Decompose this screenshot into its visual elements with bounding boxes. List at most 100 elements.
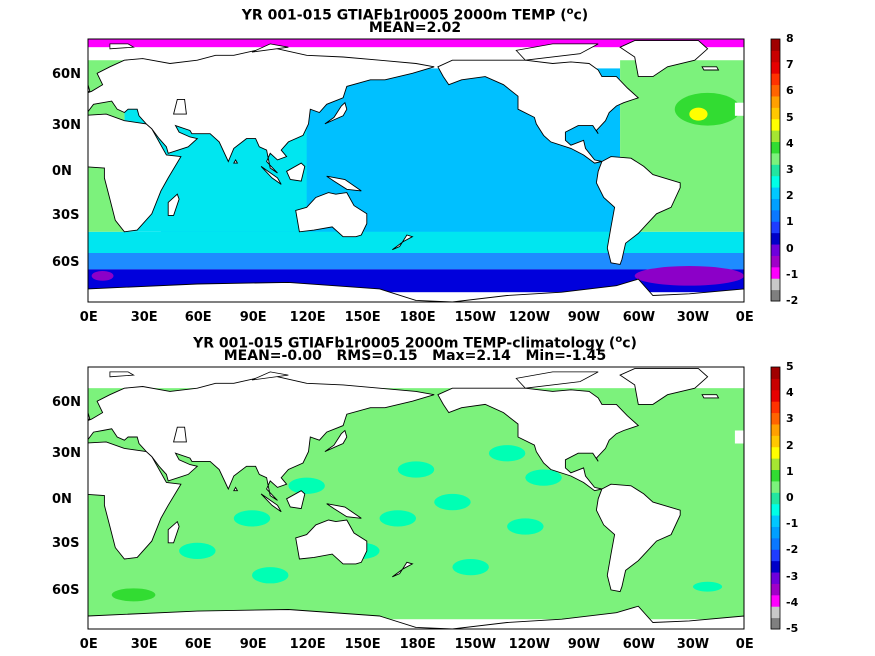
anomaly-cyan-patch (507, 518, 544, 535)
landmass-sumatra (260, 493, 282, 513)
colorbar-swatch (771, 412, 780, 425)
landmass-australia (295, 519, 368, 565)
colorbar-label: 4 (786, 136, 794, 150)
colorbar-swatch (771, 73, 780, 86)
lon-tick-label: 120W (508, 637, 551, 652)
colorbar-swatch (771, 244, 780, 256)
colorbar-swatch (771, 423, 780, 436)
colorbar-2 (770, 366, 781, 630)
colorbar-label: 5 (786, 360, 794, 373)
colorbar-label: 1 (786, 215, 794, 229)
colorbar-swatch (771, 480, 780, 493)
lon-tick-label: 0E (79, 637, 98, 652)
colorbar-swatch (771, 378, 780, 391)
colorbar-frame (770, 38, 781, 302)
colorbar-1 (770, 38, 781, 302)
colorbar-label: 0 (786, 241, 794, 255)
anomaly-cyan-patch (179, 542, 216, 560)
colorbar-swatch (771, 549, 780, 562)
panel-1-subtitle: MEAN=2.02 (368, 20, 462, 36)
colorbar-swatch (771, 141, 780, 154)
lat-tick-label: 60N (52, 66, 81, 82)
southern-cyan-band (88, 231, 744, 253)
lon-tick-label: 30E (130, 310, 158, 325)
colorbar-swatch (771, 469, 780, 482)
lon-tick-label: 120E (289, 637, 326, 652)
lon-tick-label: 60W (622, 637, 656, 652)
colorbar-label: -2 (786, 543, 799, 557)
southern-blue-band (88, 252, 744, 270)
lon-tick-label: 90W (567, 310, 601, 325)
colorbar-label: -5 (786, 622, 799, 635)
anomaly-cyan-patch (397, 461, 435, 478)
lon-tick-label: 60E (184, 310, 212, 325)
island-svalbard (109, 371, 135, 378)
colorbar-label: 2 (786, 438, 794, 452)
colorbar-swatch (771, 95, 780, 108)
colorbar-swatch (771, 289, 780, 302)
colorbar-swatch (771, 401, 780, 414)
colorbar-label: 6 (786, 84, 794, 98)
landmass-sumatra (260, 166, 282, 185)
anomaly-cyan-patch (434, 493, 471, 511)
landmass-nz (392, 234, 414, 251)
anomaly-cyan-patch (379, 510, 416, 527)
lat-tick-label: 30S (52, 208, 80, 223)
anomaly-cyan-patch (233, 510, 271, 527)
colorbar-swatch (771, 492, 780, 505)
colorbar-swatch (771, 278, 780, 291)
landmass-japan (324, 429, 348, 453)
colorbar-swatch (771, 266, 780, 279)
landmass-eurasia (88, 46, 435, 174)
colorbar-swatch (771, 232, 780, 245)
colorbar-swatch (771, 61, 780, 74)
colorbar-swatch (771, 515, 780, 527)
anomaly-cyan-patch (252, 567, 289, 584)
lat-tick-label: 60N (52, 394, 81, 410)
anomaly-cyan-patch (288, 477, 325, 494)
anomaly-cyan-patch (525, 469, 562, 486)
purple-spot (91, 270, 114, 281)
landmass-newguinea (326, 503, 362, 519)
anomaly-green-patch (111, 588, 156, 602)
lat-tick-label: 0N (52, 491, 72, 507)
colorbar-swatch (771, 187, 780, 199)
colorbar-swatch (771, 221, 780, 234)
colorbar-swatch (771, 526, 780, 539)
iberia-edge (734, 430, 744, 444)
colorbar-label: 4 (786, 386, 794, 400)
colorbar-swatch (771, 606, 780, 619)
colorbar-swatch (771, 446, 780, 459)
colorbar-swatch (771, 537, 780, 550)
anomaly-cyan-sw (692, 581, 723, 592)
colorbar-swatch (771, 583, 780, 596)
landmass-samerica (595, 156, 681, 265)
colorbar-swatch (771, 435, 780, 448)
lon-tick-label: 120E (289, 310, 326, 325)
lon-tick-label: 30W (676, 310, 710, 325)
landmass-euCaspian (173, 98, 187, 115)
lon-tick-label: 180E (399, 637, 436, 652)
colorbar-swatch (771, 175, 780, 188)
landmass-australia (295, 192, 368, 238)
landmass-euCaspian (173, 426, 187, 443)
lon-tick-label: 30E (130, 637, 158, 652)
map-field-1 (88, 39, 744, 302)
colorbar-swatch (771, 209, 780, 222)
colorbar-swatch (771, 198, 780, 211)
landmass-namerica (437, 387, 640, 492)
lat-tick-label: 0N (52, 163, 72, 179)
colorbar-swatch (771, 389, 780, 402)
colorbar-label: -4 (786, 595, 799, 609)
island-svalbard (109, 43, 135, 50)
landmass-newguinea (326, 175, 362, 192)
colorbar-label: 0 (786, 491, 794, 504)
landmass-japan (324, 101, 348, 125)
landmass-borneo (286, 162, 306, 182)
colorbar-label: 5 (786, 110, 794, 124)
lat-tick-label: 30S (52, 536, 80, 551)
lon-tick-label: 90W (567, 637, 601, 652)
colorbar-swatch (771, 255, 780, 268)
map-frame-1 (87, 38, 745, 303)
